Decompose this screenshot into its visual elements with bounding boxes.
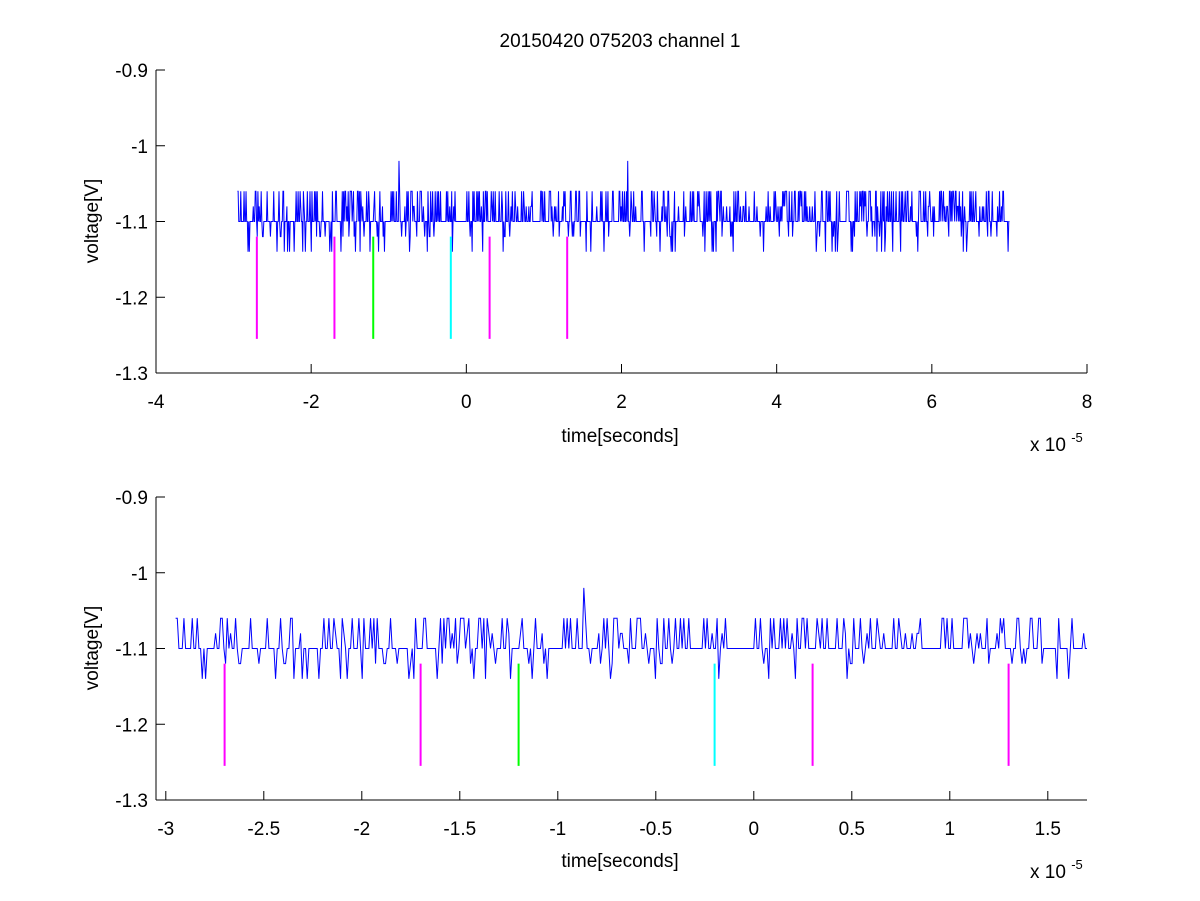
x-axis-label: time[seconds] [561,426,678,447]
signal-trace [175,587,1087,679]
marker-layer [223,663,1010,766]
x-tick-label: -2 [303,392,320,413]
x-tick-label: -1.5 [443,819,476,840]
x-tick-label: 2 [616,392,627,413]
x-tick-label: -3 [157,819,174,840]
y-tick-label: -1 [131,137,148,158]
x-tick-label: -4 [148,392,165,413]
x-exponent-label: x 10 -5 [1030,857,1083,883]
tick-label-layer: -3 -2.5 -2 -1.5 -1 -0.5 0 0.5 1 1.5 -0.9 -1 -1.1 -1.2… [115,488,1061,840]
x-tick-label: 8 [1082,392,1093,413]
axes-layer [155,69,1088,374]
x-exponent-base: x 10 [1030,435,1066,456]
x-axis-label: time[seconds] [561,851,678,872]
signal-layer [175,587,1087,679]
x-exponent-power: -5 [1071,430,1083,445]
x-exponent-label: x 10 -5 [1030,430,1083,456]
y-tick-label: -0.9 [115,61,148,82]
x-tick-label: 0.5 [839,819,865,840]
x-tick-label: -2 [353,819,370,840]
x-tick-label: 1 [945,819,956,840]
y-axis-label: voltage[V] [82,179,103,264]
x-tick-label: 0 [749,819,760,840]
tick-label-layer: -4 -2 0 2 4 6 8 -0.9 -1 -1.1 -1.2 -1.3 [115,61,1092,413]
y-tick-label: -1.2 [115,715,148,736]
y-tick-label: -1.1 [115,640,148,661]
axes-layer [155,496,1087,801]
y-tick-label: -0.9 [115,488,148,509]
y-axis-label: voltage[V] [82,606,103,691]
x-exponent-base: x 10 [1030,862,1066,883]
signal-trace [237,160,1010,252]
y-tick-label: -1 [131,564,148,585]
y-tick-label: -1.2 [115,288,148,309]
y-tick-label: -1.3 [115,364,148,385]
y-tick-label: -1.3 [115,791,148,812]
figure-title: 20150420 075203 channel 1 [500,31,741,52]
y-tick-label: -1.1 [115,213,148,234]
subplot-top: -4 -2 0 2 4 6 8 -0.9 -1 -1.1 -1.2 -1.3 time[seconds… [82,61,1092,456]
x-exponent-power: -5 [1071,857,1083,872]
x-tick-label: 1.5 [1035,819,1061,840]
marker-layer [255,236,569,339]
x-tick-label: 0 [461,392,472,413]
x-tick-label: -1 [549,819,566,840]
x-tick-label: 4 [771,392,782,413]
x-tick-label: 6 [927,392,938,413]
x-tick-label: -0.5 [639,819,672,840]
subplot-bottom: -3 -2.5 -2 -1.5 -1 -0.5 0 0.5 1 1.5 -0.9 -1 -1.1 -1.2… [82,488,1087,883]
signal-layer [237,160,1010,252]
x-tick-label: -2.5 [247,819,280,840]
